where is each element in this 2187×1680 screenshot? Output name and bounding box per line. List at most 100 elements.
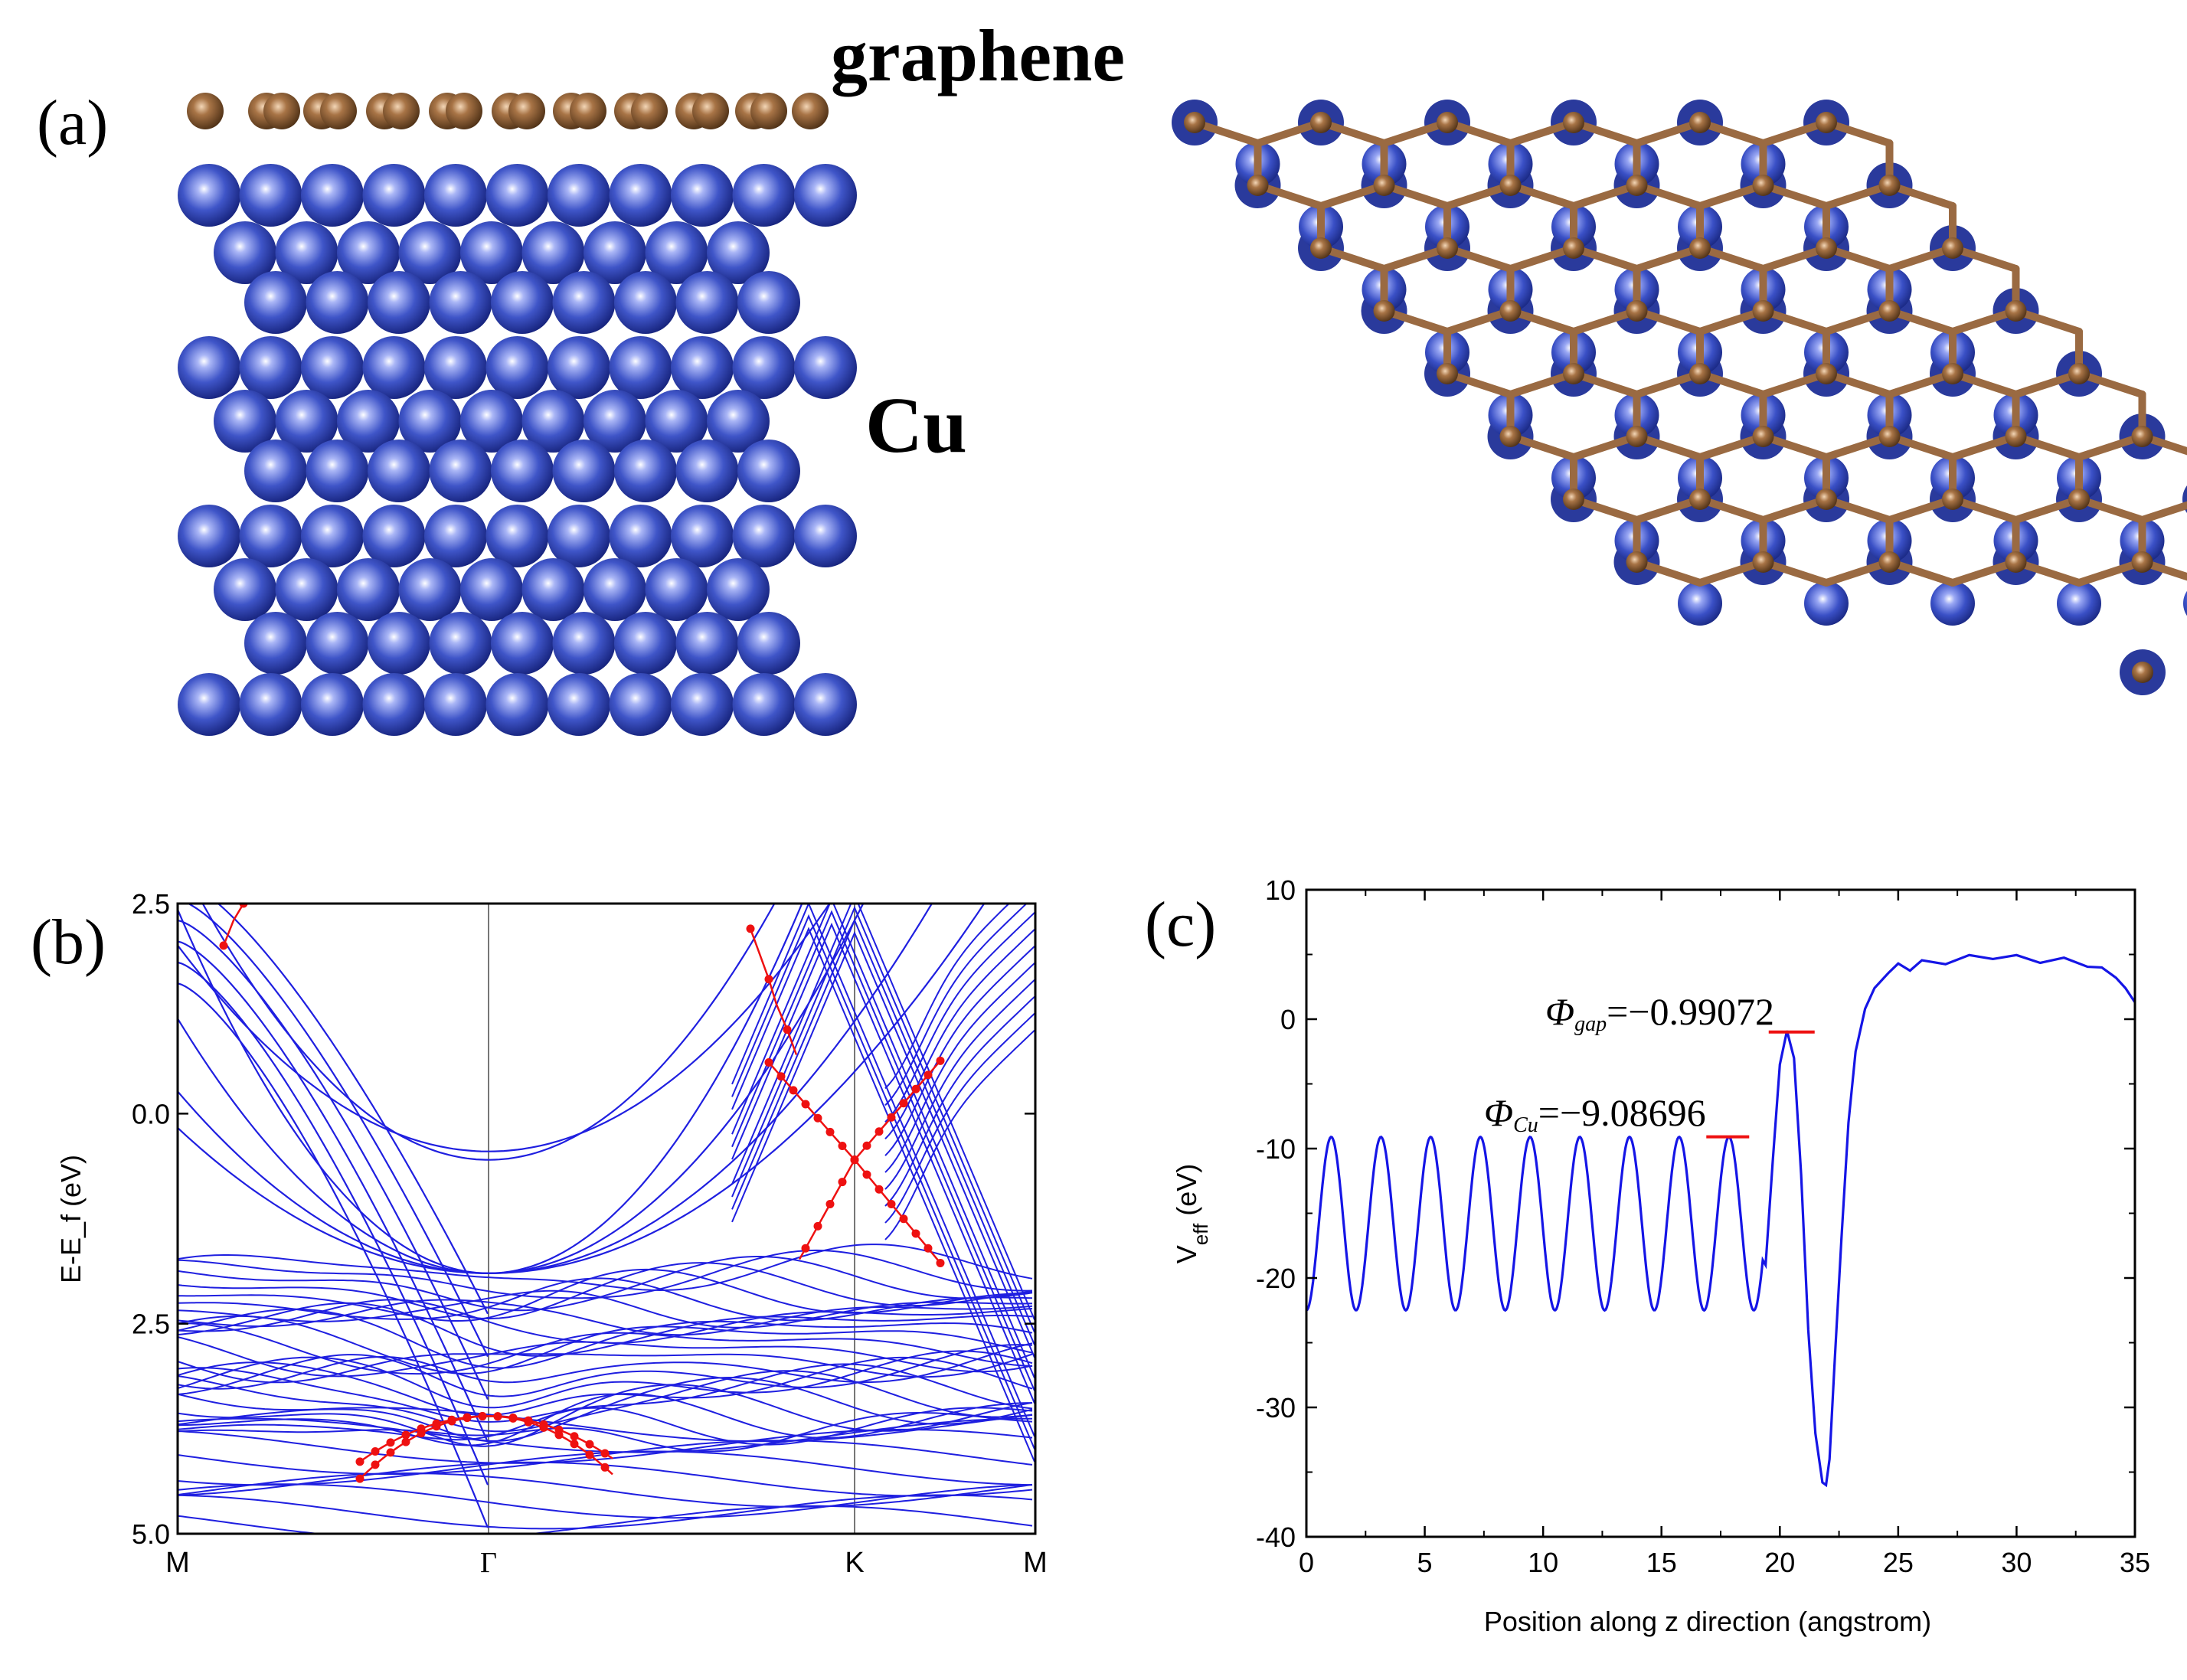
graphene-sigma-dot — [554, 1430, 564, 1440]
cc-bond — [1633, 370, 1704, 398]
carbon-atom — [2005, 300, 2027, 322]
cu-d-band — [178, 1384, 1033, 1447]
cu-atom — [368, 440, 430, 502]
cc-bond — [1696, 370, 1767, 398]
cc-bond — [1823, 244, 1894, 273]
cc-bond — [1949, 244, 2020, 273]
cc-bond — [1443, 119, 1515, 147]
cc-bond — [1759, 495, 1830, 524]
cu-atom — [2183, 590, 2187, 616]
graphene-atom — [570, 93, 606, 129]
cu-atom — [794, 164, 857, 227]
cu-atom — [584, 221, 646, 284]
graphene-sigma-dot — [371, 1460, 380, 1469]
cu-atom — [214, 221, 276, 284]
graphene-sigma-dot — [478, 1412, 487, 1421]
graphene-band-dot — [776, 1072, 786, 1081]
cu-d-band — [178, 1342, 1033, 1390]
cu-atom — [609, 164, 672, 227]
carbon-atom — [1310, 112, 1332, 133]
cu-atom — [485, 505, 549, 567]
cc-bond — [1570, 370, 1641, 398]
cc-bond — [1823, 370, 1894, 398]
carbon-atom — [2132, 662, 2153, 683]
cc-bond — [1823, 433, 1894, 461]
carbon-atom — [1752, 300, 1774, 322]
potential-y-axis-label: Veff (eV) — [1171, 1164, 1212, 1263]
cu-atom — [306, 440, 369, 502]
cu-band-low — [178, 1417, 1032, 1453]
cc-bond — [2138, 558, 2187, 581]
graphene-band-dot — [874, 1185, 884, 1194]
graphene-band-dot — [801, 1100, 810, 1109]
cu-atom — [614, 612, 677, 675]
cu-atom — [675, 612, 739, 675]
cc-bond — [1506, 370, 1577, 398]
veff-y-tick-label: -20 — [1256, 1263, 1296, 1294]
cu-d-band — [178, 1308, 1033, 1369]
band-y-tick-label: 5.0 — [132, 1518, 170, 1550]
carbon-atom — [1689, 112, 1711, 133]
potential-plot — [1306, 953, 2135, 1488]
graphene-band-dot — [924, 1244, 933, 1253]
graphene-band-dot — [862, 1170, 871, 1179]
cu-atom — [645, 558, 708, 621]
graphene-sigma-dot — [386, 1438, 395, 1447]
graphene-sigma-dot — [432, 1422, 441, 1431]
cu-d-band — [178, 1407, 1033, 1446]
cc-bond — [1317, 244, 1388, 273]
carbon-atom — [1499, 175, 1522, 196]
graphene-atom — [263, 93, 300, 129]
graphene-sigma-dot — [539, 1423, 548, 1432]
cc-bond — [1633, 244, 1704, 273]
carbon-atom — [1184, 112, 1205, 133]
panel-c-label: (c) — [1145, 889, 1216, 960]
graphene-band-dot — [838, 1178, 847, 1187]
cc-bond — [1570, 433, 1641, 461]
cc-bond — [1696, 495, 1767, 524]
cc-bond — [1633, 307, 1704, 335]
cu-band — [178, 982, 489, 1528]
carbon-atom — [1626, 551, 1648, 573]
cc-bond — [1254, 119, 1325, 147]
cc-bond — [1949, 370, 2020, 398]
cc-bond — [1633, 181, 1704, 210]
cc-bond — [1885, 433, 1957, 461]
veff-y-tick-label: -30 — [1256, 1392, 1296, 1423]
cu-atom — [645, 221, 708, 284]
carbon-atom — [1689, 363, 1711, 384]
graphene-sigma-dot — [371, 1447, 380, 1456]
cu-atom — [491, 440, 554, 502]
cu-atom — [424, 336, 487, 399]
carbon-atom — [1816, 363, 1837, 384]
cu-atom — [460, 221, 523, 284]
carbon-atom — [1563, 363, 1584, 384]
graphene-atom — [750, 93, 787, 129]
graphene-band-dot-line — [749, 928, 798, 1055]
cu-atom — [645, 390, 708, 453]
cu-atom — [398, 558, 462, 621]
carbon-atom — [1310, 237, 1332, 259]
cu-atom — [337, 390, 400, 453]
veff-x-tick-label: 10 — [1528, 1547, 1558, 1578]
cu-atom — [460, 390, 523, 453]
graphene-band-dot — [911, 1084, 920, 1093]
cu-atom — [424, 164, 487, 227]
cc-bond — [1380, 181, 1451, 210]
cc-bond — [1759, 370, 1830, 398]
graphene-band-dot — [813, 1221, 822, 1231]
cu-atom — [306, 271, 369, 334]
graphene-band-dot — [783, 1025, 792, 1034]
cu-atom — [362, 505, 426, 567]
cc-bond — [2075, 433, 2146, 461]
cu-atom — [429, 440, 492, 502]
cu-atom — [671, 673, 734, 736]
cu-band-k — [731, 918, 1035, 1345]
cu-atom — [552, 440, 616, 502]
carbon-atom — [1563, 237, 1584, 259]
graphene-sigma-dot — [355, 1474, 364, 1483]
band-y-tick-label: 2.5 — [132, 888, 170, 920]
cu-band-low — [178, 1505, 1033, 1534]
cu-atom — [675, 440, 739, 502]
cu-atom — [794, 673, 857, 736]
